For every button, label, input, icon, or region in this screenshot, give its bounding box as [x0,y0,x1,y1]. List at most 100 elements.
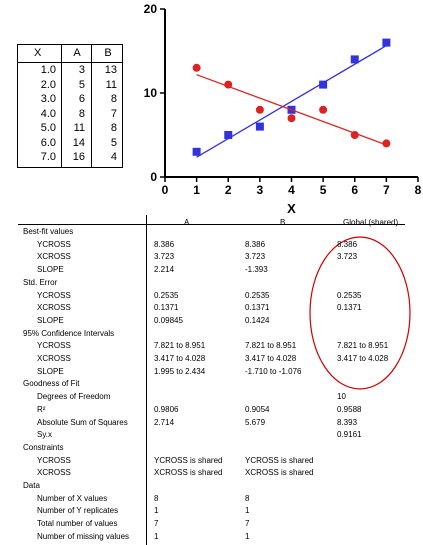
table-cell: 3 [78,64,85,76]
row-label: Degrees of Freedom [37,392,111,402]
table-cell: 11 [105,78,117,91]
result-value: 0.9161 [337,430,362,440]
result-value: 8 [245,493,250,503]
results-row: Number of Y replicates 1 1 [0,505,423,517]
y-tick-label: 10 [144,86,158,100]
result-value: 1.995 to 2.434 [154,366,206,376]
result-value: 3.723 [245,252,266,262]
data-point-square [382,38,391,47]
result-value: 0.2535 [245,290,270,300]
column-header-b: B [280,218,286,227]
y-tick-label: 0 [150,170,157,184]
row-label: R² [37,404,46,414]
result-value: 7.821 to 8.951 [337,341,389,351]
x-tick-label: 4 [288,183,295,197]
results-section-row: Std. Error [0,277,423,289]
data-point-square [192,147,201,156]
x-tick-label: 5 [320,183,327,197]
results-row: Degrees of Freedom 10 [0,391,423,403]
result-value: 8 [154,493,159,503]
result-value: 7.821 to 8.951 [154,341,206,351]
x-tick-label: 2 [225,183,232,197]
table-cell: 6.0 [40,136,56,149]
results-row: Absolute Sum of Squares 2.714 5.679 8.393 [0,417,423,429]
table-header-cell: A [73,47,81,59]
column-divider [61,45,62,167]
table-cell: 16 [72,151,85,163]
table-cell: 5 [78,78,85,91]
section-label: Data [23,481,40,490]
data-table: X A B 1.0 3 13 2.0 5 11 3.0 6 8 4.0 8 7 5.0 11 8 6.0 14 5 7.0… [17,44,123,168]
data-point-square [224,131,233,139]
result-value: -1.710 to -1.076 [245,366,302,376]
row-label: Number of X values [37,493,108,503]
table-cell: 5 [110,136,117,149]
result-value: YCROSS is shared [154,455,223,465]
results-section-row: Data [0,480,423,492]
row-label: SLOPE [37,366,64,376]
table-cell: 4.0 [40,107,56,120]
results-row: Sy.x 0.9161 [0,429,423,441]
results-row: SLOPE 0.09845 0.1424 [0,315,423,327]
result-value: YCROSS is shared [245,455,314,465]
result-value: -1.393 [245,265,268,275]
section-label: Best-fit values [23,227,74,236]
row-label: Total number of values [37,519,118,529]
data-point-circle [319,105,328,114]
result-value: 7 [154,519,159,529]
x-tick-label: 1 [193,183,200,197]
data-point-circle [192,63,201,72]
x-tick-label: 6 [351,183,358,197]
section-label: Goodness of Fit [23,379,80,389]
row-label: YCROSS [37,455,71,465]
table-header-cell: B [104,47,112,59]
table-header-cell: X [34,47,42,59]
result-value: 0.9588 [337,404,362,414]
column-divider [91,45,92,167]
result-value: 8.386 [337,239,358,249]
result-value: 0.9806 [154,404,179,414]
result-value: 0.09845 [154,315,183,325]
result-value: 3.723 [154,252,175,262]
row-label: XCROSS [37,303,71,313]
result-value: 0.1371 [337,303,362,313]
data-point-circle [287,114,296,123]
x-tick-label: 8 [415,183,422,197]
results-row: Number of missing values 1 1 [0,531,423,543]
section-label: Constraints [23,442,64,452]
results-section-row: Goodness of Fit [0,378,423,390]
result-value: 8.393 [337,417,358,427]
result-value: 3.417 to 4.028 [337,354,389,363]
result-value: XCROSS is shared [245,468,314,478]
table-cell: 6 [78,93,85,105]
table-cell: 13 [104,64,117,76]
data-point-circle [255,105,264,114]
column-header-global: Global (shared) [343,218,399,227]
row-label: XCROSS [37,354,71,363]
results-section-row: 95% Confidence Intervals [0,328,423,340]
row-label: Absolute Sum of Squares [37,417,128,427]
scatter-chart: 0 1 2 3 4 5 6 7 8 0 10 20 X [144,2,422,215]
result-value: 2.214 [154,265,175,275]
result-value: 7 [245,519,250,529]
x-tick-label: 3 [257,183,264,197]
results-row: Total number of values 7 7 [0,518,423,530]
row-label: XCROSS [37,468,71,478]
results-row: XCROSS XCROSS is shared XCROSS is shared [0,467,423,479]
table-cell: 14 [72,136,85,149]
table-cell: 8 [110,93,117,105]
results-section-row: Best-fit values [0,226,423,238]
results-row: YCROSS 7.821 to 8.951 7.821 to 8.951 7.821 … [0,340,423,352]
table-cell: 7.0 [40,151,56,163]
data-point-square [350,55,359,64]
highlight-ellipse-shape [309,236,411,390]
results-row: XCROSS 3.417 to 4.028 3.417 to 4.028 3.417 … [0,353,423,365]
result-value: 3.417 to 4.028 [245,354,297,363]
x-axis-label: X [287,201,296,215]
result-value: 1 [245,506,250,516]
row-label: YCROSS [37,341,71,351]
row-label: YCROSS [37,290,71,300]
table-cell: 8 [110,122,117,134]
results-row: XCROSS 3.723 3.723 3.723 [0,251,423,263]
results-table: A B Global (shared) Best-fit values YCROS… [0,210,423,545]
